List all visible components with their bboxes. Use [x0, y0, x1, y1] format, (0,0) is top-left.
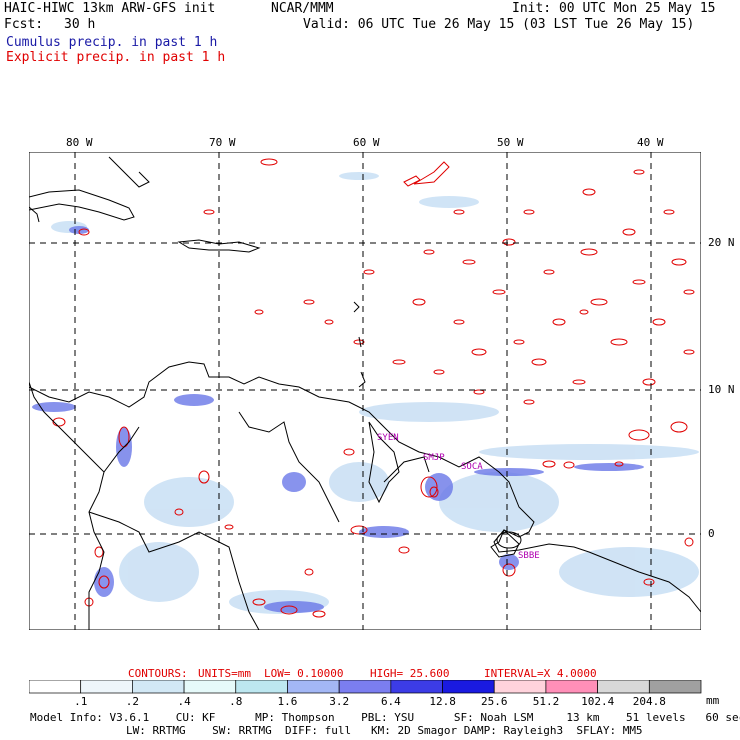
- colorbar: [29, 680, 702, 694]
- colorbar-tick-label: 1.6: [277, 695, 298, 708]
- colorbar-bin: [338, 680, 392, 694]
- colorbar-tick-label: 51.2: [532, 695, 560, 708]
- station-syen: SYEN: [377, 433, 399, 443]
- header-org: NCAR/MMM: [271, 1, 334, 16]
- header-valid: Valid: 06 UTC Tue 26 May 15 (03 LST Tue …: [303, 17, 695, 32]
- colorbar-bin: [287, 680, 340, 694]
- model-info-line2: LW: RRTMG SW: RRTMG DIFF: full KM: 2D Sm…: [126, 724, 643, 737]
- contours-units: UNITS=mm: [198, 667, 251, 680]
- lon-label-40w: 40 W: [637, 136, 664, 149]
- precip-map: [29, 152, 701, 630]
- colorbar-unit: mm: [706, 694, 720, 707]
- colorbar-bin: [183, 680, 237, 694]
- colorbar-tick-label: 25.6: [481, 695, 508, 708]
- contours-high: HIGH= 25.600: [370, 667, 450, 680]
- colorbar-tick-label: 6.4: [380, 695, 401, 708]
- lat-label-20n: 20 N: [708, 236, 735, 249]
- colorbar-tick-label: 3.2: [329, 695, 350, 708]
- colorbar-bin: [132, 680, 185, 694]
- station-soca: SOCA: [461, 462, 483, 472]
- header-title: HAIC-HIWC 13km ARW-GFS init: [4, 1, 216, 16]
- header-init: Init: 00 UTC Mon 25 May 15: [512, 1, 716, 16]
- colorbar-bin: [80, 680, 133, 694]
- colorbar-bin: [442, 680, 495, 694]
- colorbar-bin: [390, 680, 443, 694]
- legend-explicit: Explicit precip. in past 1 h: [6, 50, 226, 65]
- station-smjp: SMJP: [423, 453, 445, 463]
- colorbar-tick-label: .1: [74, 695, 88, 708]
- colorbar-tick-label: 12.8: [429, 695, 456, 708]
- colorbar-tick-label: 102.4: [581, 695, 615, 708]
- header-fcst-label: Fcst:: [4, 17, 44, 32]
- colorbar-tick-label: .2: [125, 695, 140, 708]
- contours-label: CONTOURS:: [128, 667, 188, 680]
- colorbar-tick-label: .4: [177, 695, 191, 708]
- lat-label-0: 0: [708, 527, 715, 540]
- legend-cumulus: Cumulus precip. in past 1 h: [6, 35, 218, 50]
- sbbe-contour: [496, 531, 522, 549]
- lon-label-60w: 60 W: [353, 136, 380, 149]
- colorbar-bin: [493, 680, 547, 694]
- lon-label-50w: 50 W: [497, 136, 524, 149]
- colorbar-tick-label: .8: [229, 695, 243, 708]
- lat-label-10n: 10 N: [708, 383, 735, 396]
- graticule: [29, 152, 701, 630]
- cumulus-precip-areas: [51, 172, 699, 614]
- colorbar-bin: [648, 680, 702, 694]
- lon-label-70w: 70 W: [209, 136, 236, 149]
- station-sbbe: SBBE: [518, 551, 540, 561]
- lon-label-80w: 80 W: [66, 136, 93, 149]
- colorbar-bin: [597, 680, 650, 694]
- colorbar-bin: [545, 680, 598, 694]
- colorbar-tick-label: 204.8: [632, 695, 666, 708]
- model-info-line1: Model Info: V3.6.1 CU: KF MP: Thompson P…: [30, 711, 740, 724]
- colorbar-bin: [235, 680, 288, 694]
- contours-interval: INTERVAL=X 4.0000: [484, 667, 597, 680]
- colorbar-bin: [29, 680, 82, 694]
- explicit-precip-contours: [52, 158, 695, 618]
- contours-low: LOW= 0.10000: [264, 667, 344, 680]
- header-fcst-value: 30 h: [64, 17, 96, 32]
